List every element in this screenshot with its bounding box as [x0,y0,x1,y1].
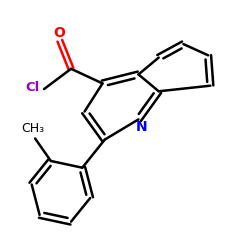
Text: Cl: Cl [26,82,40,94]
Text: O: O [53,26,65,40]
Text: N: N [136,120,148,134]
Text: CH₃: CH₃ [21,122,44,135]
